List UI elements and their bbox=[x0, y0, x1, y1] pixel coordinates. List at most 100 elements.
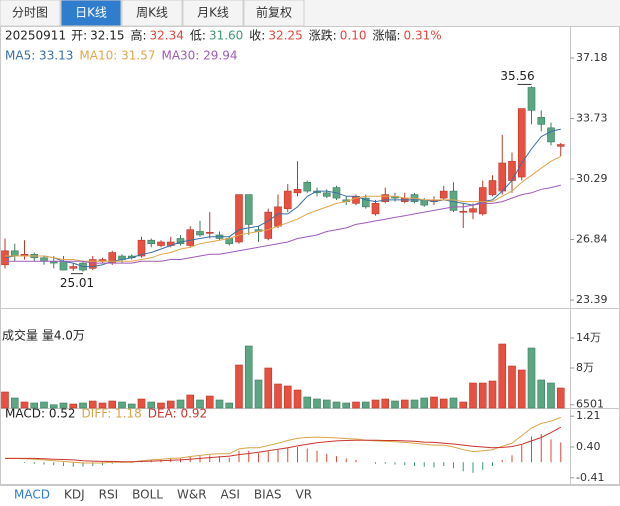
info-value: 0.10 bbox=[340, 29, 367, 43]
volume-bar bbox=[244, 345, 253, 409]
candle-body bbox=[244, 194, 253, 225]
high-label: 35.56 bbox=[500, 69, 534, 83]
candle-body bbox=[157, 241, 165, 246]
indicator-tab[interactable]: ASI bbox=[221, 488, 240, 502]
volume-bar bbox=[420, 397, 429, 409]
y-tick-label: 37.18 bbox=[576, 51, 608, 64]
tab[interactable] bbox=[60, 0, 122, 27]
volume-bar bbox=[127, 403, 136, 409]
candle-body bbox=[547, 127, 555, 143]
volume-bar bbox=[225, 402, 234, 409]
volume-bar bbox=[469, 382, 477, 409]
candle-body bbox=[459, 210, 468, 213]
volume-bar bbox=[400, 399, 409, 409]
volume-bar bbox=[283, 385, 292, 409]
tab-label[interactable]: 分时图 bbox=[12, 6, 48, 20]
volume-bar bbox=[69, 403, 78, 409]
volume-bar bbox=[254, 379, 263, 409]
y-tick-label: 33.73 bbox=[576, 112, 608, 125]
candle-body bbox=[235, 194, 243, 243]
volume-bar bbox=[459, 401, 468, 409]
indicator-tab[interactable]: W&R bbox=[177, 488, 207, 502]
candle-body bbox=[322, 192, 331, 197]
info-value: 32.15 bbox=[90, 29, 124, 43]
indicator-tab[interactable]: MACD bbox=[14, 488, 50, 502]
panel-title: 成交量 量4.0万 bbox=[2, 328, 85, 343]
volume-bar bbox=[556, 387, 565, 409]
volume-bar bbox=[322, 399, 331, 409]
volume-bar bbox=[79, 402, 87, 409]
info-label: 高: bbox=[130, 28, 146, 43]
volume-bar bbox=[40, 401, 48, 409]
volume-bar bbox=[478, 382, 487, 409]
tab-label[interactable]: 周K线 bbox=[136, 6, 168, 20]
tab[interactable] bbox=[182, 0, 244, 27]
volume-bar bbox=[508, 365, 516, 409]
candle-body bbox=[264, 211, 273, 239]
volume-bar bbox=[352, 401, 360, 409]
volume-bar bbox=[49, 404, 58, 409]
info-label: 收: bbox=[249, 29, 265, 43]
info-value: 32.34 bbox=[150, 29, 184, 43]
y-tick-label: 0.40 bbox=[576, 440, 601, 453]
candle-body bbox=[293, 189, 302, 194]
candle-body bbox=[527, 87, 536, 111]
info-label: 开: bbox=[71, 29, 87, 43]
volume-bar bbox=[313, 398, 321, 409]
tab-label[interactable]: 前复权 bbox=[256, 5, 292, 20]
volume-bar bbox=[488, 380, 497, 409]
volume-bar bbox=[274, 383, 282, 409]
volume-bar bbox=[1, 391, 9, 409]
volume-bar bbox=[293, 389, 302, 409]
legend-label: DEA: 0.92 bbox=[148, 407, 207, 421]
volume-bar bbox=[410, 399, 419, 409]
volume-bar bbox=[361, 401, 370, 409]
candle-body bbox=[147, 239, 156, 245]
info-date: 20250911 bbox=[5, 29, 66, 43]
volume-bar bbox=[264, 367, 273, 409]
volume-bar bbox=[235, 364, 243, 409]
volume-bar bbox=[137, 398, 146, 409]
candle-body bbox=[88, 259, 97, 269]
volume-bar bbox=[215, 399, 224, 409]
indicator-tab[interactable]: RSI bbox=[99, 488, 119, 502]
volume-bar bbox=[498, 343, 507, 409]
candle-body bbox=[137, 239, 146, 257]
volume-bar bbox=[30, 402, 39, 409]
indicator-tab[interactable]: BIAS bbox=[254, 488, 282, 502]
volume-bar bbox=[186, 394, 195, 409]
legend-label: MA10: 31.57 bbox=[79, 49, 155, 63]
volume-bar bbox=[547, 382, 555, 409]
tab[interactable] bbox=[121, 0, 183, 27]
candle-body bbox=[556, 144, 565, 147]
y-tick-label: 8万 bbox=[576, 361, 594, 374]
tab[interactable] bbox=[243, 0, 305, 27]
volume-bar bbox=[196, 399, 204, 409]
volume-bar bbox=[527, 347, 536, 409]
y-tick-label: 23.39 bbox=[576, 293, 608, 306]
candle-body bbox=[283, 190, 292, 209]
indicator-tab[interactable]: VR bbox=[296, 488, 313, 502]
volume-bar bbox=[342, 402, 351, 409]
candle-body bbox=[498, 162, 507, 192]
y-tick-label: -0.41 bbox=[576, 471, 604, 484]
line-dea bbox=[5, 426, 562, 463]
tab[interactable] bbox=[0, 0, 61, 27]
candle-body bbox=[469, 208, 477, 213]
info-label: 涨幅: bbox=[372, 28, 400, 43]
volume-bar bbox=[381, 398, 390, 409]
legend-label: MACD: 0.52 bbox=[5, 407, 76, 421]
tab-label[interactable]: 日K线 bbox=[75, 6, 107, 20]
volume-bar bbox=[59, 402, 68, 409]
y-tick-label: 6501 bbox=[576, 398, 604, 411]
candle-body bbox=[371, 203, 380, 215]
indicator-tab[interactable]: BOLL bbox=[132, 488, 163, 502]
line-ma10 bbox=[5, 156, 562, 262]
candle-body bbox=[274, 206, 282, 227]
info-label: 低: bbox=[190, 29, 206, 43]
candle-body bbox=[537, 117, 546, 125]
volume-bar bbox=[118, 401, 126, 409]
volume-bar bbox=[537, 379, 546, 409]
tab-label[interactable]: 月K线 bbox=[197, 6, 229, 20]
indicator-tab[interactable]: KDJ bbox=[64, 488, 85, 502]
